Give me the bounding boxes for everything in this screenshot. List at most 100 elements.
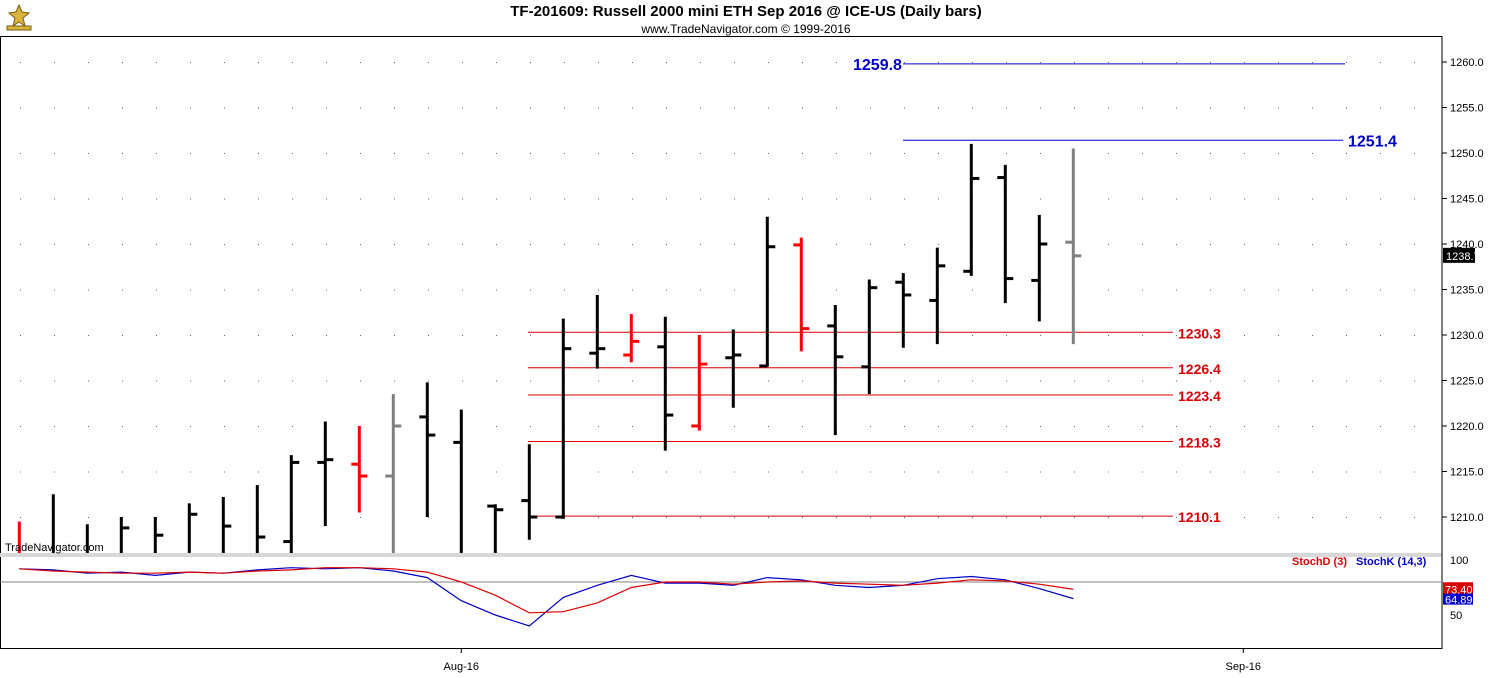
grid-dot [20, 62, 21, 63]
grid-dot [224, 289, 225, 291]
grid-dot [326, 289, 327, 291]
grid-dot [1210, 107, 1211, 109]
grid-dot [224, 244, 225, 245]
grid-dot [1414, 289, 1415, 291]
grid-dot [394, 380, 395, 382]
grid-dot [1346, 517, 1347, 518]
grid-dot [1142, 244, 1143, 245]
chart-frame [0, 36, 1443, 649]
grid-dot [258, 198, 259, 200]
grid-dot [632, 471, 633, 473]
grid-dot [1244, 198, 1245, 200]
grid-dot [1108, 289, 1109, 291]
grid-dot [190, 289, 191, 291]
grid-dot [224, 198, 225, 200]
grid-dot [836, 153, 837, 154]
grid-dot [972, 380, 973, 382]
grid-dot [972, 335, 973, 336]
grid-dot [20, 153, 21, 154]
grid-dot [1176, 517, 1177, 518]
grid-dot [122, 107, 123, 109]
grid-dot [734, 62, 735, 63]
grid-dot [1312, 517, 1313, 518]
grid-dot [326, 62, 327, 63]
grid-dot [734, 107, 735, 109]
y-tick-label: 1235.0 [1450, 285, 1484, 297]
grid-dot [394, 62, 395, 63]
grid-dot [632, 62, 633, 63]
grid-dot [20, 289, 21, 291]
grid-dot [1108, 426, 1109, 427]
ohlc-bar [119, 517, 130, 553]
grid-dot [802, 517, 803, 518]
level-label: 1226.4 [1178, 361, 1221, 377]
grid-dot [802, 380, 803, 382]
grid-dot [292, 62, 293, 63]
level-label: 1259.8 [853, 57, 902, 74]
grid-dot [700, 153, 701, 154]
grid-dot [1380, 198, 1381, 200]
stochd-legend: StochD (3) [1292, 556, 1347, 568]
grid-dot [972, 517, 973, 518]
grid-dot [54, 107, 55, 109]
y-tick-label: 1245.0 [1450, 194, 1484, 206]
ohlc-bar [317, 421, 334, 527]
grid-dot [700, 289, 701, 291]
level-label: 1251.4 [1348, 133, 1397, 150]
grid-dot [666, 289, 667, 291]
grid-dot [224, 153, 225, 154]
grid-dot [224, 426, 225, 427]
grid-dot [904, 198, 905, 200]
grid-dot [1414, 62, 1415, 63]
grid-dot [700, 244, 701, 245]
grid-dot [88, 244, 89, 245]
grid-dot [88, 153, 89, 154]
grid-dot [1278, 380, 1279, 382]
grid-dot [190, 471, 191, 473]
grid-dot [802, 107, 803, 109]
grid-dot [598, 153, 599, 154]
grid-dot [1380, 153, 1381, 154]
grid-dot [632, 380, 633, 382]
grid-dot [462, 244, 463, 245]
trade-navigator-logo-icon [6, 3, 32, 31]
grid-dot [1380, 517, 1381, 518]
grid-dot [190, 380, 191, 382]
stoch-tick-label: 50 [1450, 610, 1462, 622]
grid-dot [700, 471, 701, 473]
grid-dot [1142, 289, 1143, 291]
grid-dot [156, 380, 157, 382]
stochd-line [19, 567, 1074, 614]
grid-dot [938, 62, 939, 63]
grid-dot [1108, 335, 1109, 336]
grid-dot [768, 426, 769, 427]
grid-dot [224, 107, 225, 109]
grid-dot [530, 198, 531, 200]
grid-dot [20, 335, 21, 336]
grid-dot [292, 335, 293, 336]
y-tick-label: 1215.0 [1450, 467, 1484, 479]
grid-dot [54, 153, 55, 154]
grid-dot [598, 517, 599, 518]
grid-dot [700, 198, 701, 200]
grid-dot [156, 335, 157, 336]
last-price-box [1443, 247, 1475, 263]
price-levels: 1259.8 1251.4 1230.3 1226.4 1223.4 1218.3 1210… [528, 57, 1397, 525]
grid-dot [1142, 517, 1143, 518]
grid-dot [1380, 471, 1381, 473]
panel-separator [0, 553, 1442, 557]
grid-dot [1040, 62, 1041, 63]
grid-dot [156, 153, 157, 154]
ohlc-bar [283, 455, 300, 553]
grid-dot [496, 153, 497, 154]
grid-dot [1312, 335, 1313, 336]
y-tick-label: 1250.0 [1450, 148, 1484, 160]
grid-dot [598, 198, 599, 200]
grid-dot [1210, 517, 1211, 518]
grid-dot [666, 107, 667, 109]
grid-dot [156, 244, 157, 245]
grid-dot [904, 426, 905, 427]
grid-dot [1006, 62, 1007, 63]
grid-dot [20, 198, 21, 200]
grid-dot [1346, 426, 1347, 427]
